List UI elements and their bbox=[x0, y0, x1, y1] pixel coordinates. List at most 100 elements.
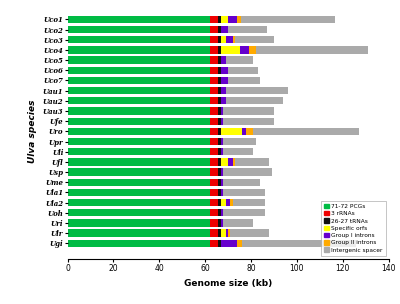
Bar bbox=[210, 87, 218, 94]
Bar bbox=[246, 128, 253, 135]
Bar bbox=[210, 118, 218, 125]
Bar bbox=[210, 148, 218, 155]
Bar bbox=[218, 107, 221, 115]
Bar bbox=[221, 138, 224, 145]
Bar bbox=[68, 16, 210, 23]
Bar bbox=[210, 189, 218, 196]
Bar bbox=[68, 199, 210, 206]
Bar bbox=[210, 158, 218, 166]
Bar bbox=[224, 178, 260, 186]
Bar bbox=[224, 168, 272, 176]
Bar bbox=[221, 118, 224, 125]
Bar bbox=[237, 16, 241, 23]
Bar bbox=[210, 67, 218, 74]
Bar bbox=[228, 230, 230, 237]
Bar bbox=[210, 168, 218, 176]
Bar bbox=[218, 77, 221, 84]
Bar bbox=[221, 16, 228, 23]
Bar bbox=[218, 230, 221, 237]
Bar bbox=[210, 36, 218, 43]
Legend: 71-72 PCGs, 3 rRNAs, 26-27 tRNAs, Specific orfs, Group I introns, Group II intro: 71-72 PCGs, 3 rRNAs, 26-27 tRNAs, Specif… bbox=[321, 201, 386, 256]
Bar bbox=[221, 158, 228, 166]
Bar bbox=[224, 107, 274, 115]
Bar bbox=[210, 128, 218, 135]
Bar bbox=[228, 26, 267, 33]
Bar bbox=[68, 219, 210, 227]
Bar bbox=[233, 158, 235, 166]
Bar bbox=[224, 189, 265, 196]
Bar bbox=[210, 230, 218, 237]
Bar bbox=[218, 26, 221, 33]
Bar bbox=[68, 209, 210, 216]
Bar bbox=[210, 199, 218, 206]
Bar bbox=[68, 178, 210, 186]
Bar bbox=[68, 36, 210, 43]
Bar bbox=[226, 199, 230, 206]
Bar bbox=[230, 199, 233, 206]
Bar bbox=[226, 97, 283, 105]
Bar bbox=[210, 219, 218, 227]
Bar bbox=[221, 46, 240, 54]
Bar bbox=[210, 209, 218, 216]
Bar bbox=[240, 46, 249, 54]
Bar bbox=[230, 230, 269, 237]
Bar bbox=[224, 118, 274, 125]
Y-axis label: Ulva species: Ulva species bbox=[28, 100, 37, 163]
Bar bbox=[218, 87, 221, 94]
Bar bbox=[218, 67, 221, 74]
Bar bbox=[68, 57, 210, 64]
Bar bbox=[228, 158, 233, 166]
Bar bbox=[68, 97, 210, 105]
Bar bbox=[221, 128, 242, 135]
Bar bbox=[218, 148, 221, 155]
Bar bbox=[210, 178, 218, 186]
Bar bbox=[68, 240, 210, 247]
Bar bbox=[68, 118, 210, 125]
Bar bbox=[221, 178, 224, 186]
Bar bbox=[210, 240, 218, 247]
Bar bbox=[68, 26, 210, 33]
Bar bbox=[218, 118, 221, 125]
Bar bbox=[221, 57, 226, 64]
Bar bbox=[221, 168, 224, 176]
Bar bbox=[218, 189, 221, 196]
Bar bbox=[68, 77, 210, 84]
Bar bbox=[256, 46, 368, 54]
Bar bbox=[218, 158, 221, 166]
Bar bbox=[218, 138, 221, 145]
Bar bbox=[210, 46, 218, 54]
Bar bbox=[210, 26, 218, 33]
Bar bbox=[68, 128, 210, 135]
Bar bbox=[221, 97, 226, 105]
Bar bbox=[226, 36, 233, 43]
Bar bbox=[218, 16, 221, 23]
Bar bbox=[218, 97, 221, 105]
Bar bbox=[242, 240, 356, 247]
Bar bbox=[249, 46, 256, 54]
Bar bbox=[221, 230, 226, 237]
Bar bbox=[218, 209, 221, 216]
Bar bbox=[210, 107, 218, 115]
Bar bbox=[218, 36, 221, 43]
Bar bbox=[218, 240, 221, 247]
Bar bbox=[221, 240, 237, 247]
Bar bbox=[68, 87, 210, 94]
Bar bbox=[221, 77, 228, 84]
Bar bbox=[218, 199, 221, 206]
Bar bbox=[221, 67, 228, 74]
Bar bbox=[221, 36, 226, 43]
Bar bbox=[218, 219, 221, 227]
Bar bbox=[68, 138, 210, 145]
Bar bbox=[210, 16, 218, 23]
Bar bbox=[224, 219, 253, 227]
Bar bbox=[210, 138, 218, 145]
Bar bbox=[221, 189, 224, 196]
Bar bbox=[226, 230, 228, 237]
Bar bbox=[233, 36, 235, 43]
Bar bbox=[218, 168, 221, 176]
Bar bbox=[221, 148, 224, 155]
Bar bbox=[235, 158, 269, 166]
Bar bbox=[253, 128, 359, 135]
Bar bbox=[68, 230, 210, 237]
Bar bbox=[228, 67, 258, 74]
